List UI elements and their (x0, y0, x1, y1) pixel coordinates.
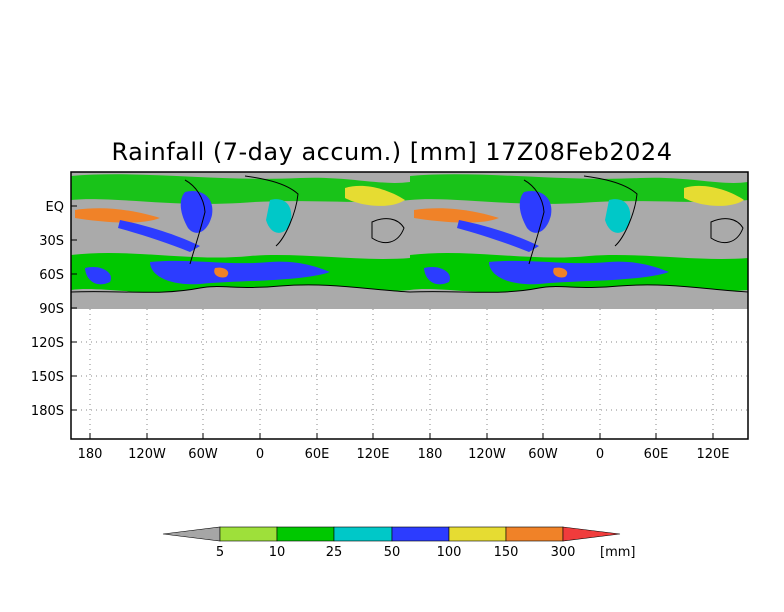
legend-tick: 50 (384, 545, 401, 560)
rain-storm-core (85, 266, 111, 285)
lon-label: 60E (644, 447, 669, 462)
rain-continent (180, 190, 213, 233)
rain-continent (605, 199, 631, 233)
rain-continent (266, 199, 292, 233)
rain-storm-core (150, 260, 330, 285)
coastline (244, 175, 638, 247)
legend-over-arrow (562, 526, 621, 542)
heavy-rain-maritime (345, 185, 405, 206)
rain-band-tropics (410, 174, 748, 204)
lat-label: 120S (31, 336, 64, 351)
legend-tick: 300 (551, 545, 576, 560)
lon-label: 60W (188, 447, 218, 462)
legend-bin (448, 526, 507, 542)
heavy-rain-storm (553, 267, 568, 278)
legend-tick: 150 (494, 545, 519, 560)
lat-label: 180S (31, 404, 64, 419)
coastline (184, 179, 545, 265)
lat-axis: EQ 30S 60S 90S 120S 150S 180S (31, 200, 77, 419)
lon-label: 0 (596, 447, 604, 462)
legend-unit: [mm] (600, 545, 635, 560)
heavy-rain-maritime (684, 185, 744, 206)
lat-label: 30S (39, 234, 64, 249)
rain-storm-core (489, 260, 669, 285)
legend-bin (333, 526, 393, 542)
coastline (371, 218, 744, 244)
legend-bin (219, 526, 278, 542)
lon-label: 120E (696, 447, 729, 462)
legend-tick: 100 (437, 545, 462, 560)
rain-spcz (118, 220, 200, 252)
lat-label: 90S (39, 302, 64, 317)
legend-tick: 10 (269, 545, 286, 560)
coastline (71, 284, 748, 293)
legend-bin (505, 526, 564, 542)
lon-label: 120E (356, 447, 389, 462)
legend-tick: 25 (326, 545, 343, 560)
map-frame (70, 171, 749, 440)
lon-label: 0 (256, 447, 264, 462)
rain-spcz (457, 220, 539, 252)
lon-axis: 180 120W 60W 0 60E 120E 180 120W 60W 0 6… (78, 433, 730, 462)
lon-label: 180 (418, 447, 443, 462)
rain-band-tropics (71, 174, 410, 204)
legend-bin (276, 526, 335, 542)
lon-label: 60W (528, 447, 558, 462)
lon-label: 180 (78, 447, 103, 462)
heavy-rain-itcz (75, 208, 160, 223)
legend-bin (391, 526, 450, 542)
lon-label: 120W (468, 447, 506, 462)
rain-field (71, 174, 748, 309)
legend-under-arrow (162, 526, 221, 542)
lat-label: EQ (46, 200, 64, 215)
color-legend: 5 10 25 50 100 150 300 [mm] (162, 526, 635, 560)
heavy-rain-storm (214, 267, 229, 278)
lon-label: 120W (128, 447, 166, 462)
rain-continent (519, 190, 552, 233)
heavy-rain-itcz (414, 208, 499, 223)
graticule (71, 309, 748, 439)
lon-label: 60E (305, 447, 330, 462)
antarctica (71, 284, 748, 309)
lat-label: 150S (31, 370, 64, 385)
lat-label: 60S (39, 268, 64, 283)
map-title: Rainfall (7-day accum.) [mm] 17Z08Feb202… (111, 138, 673, 166)
legend-tick: 5 (216, 545, 224, 560)
rain-storm-core (424, 266, 450, 285)
